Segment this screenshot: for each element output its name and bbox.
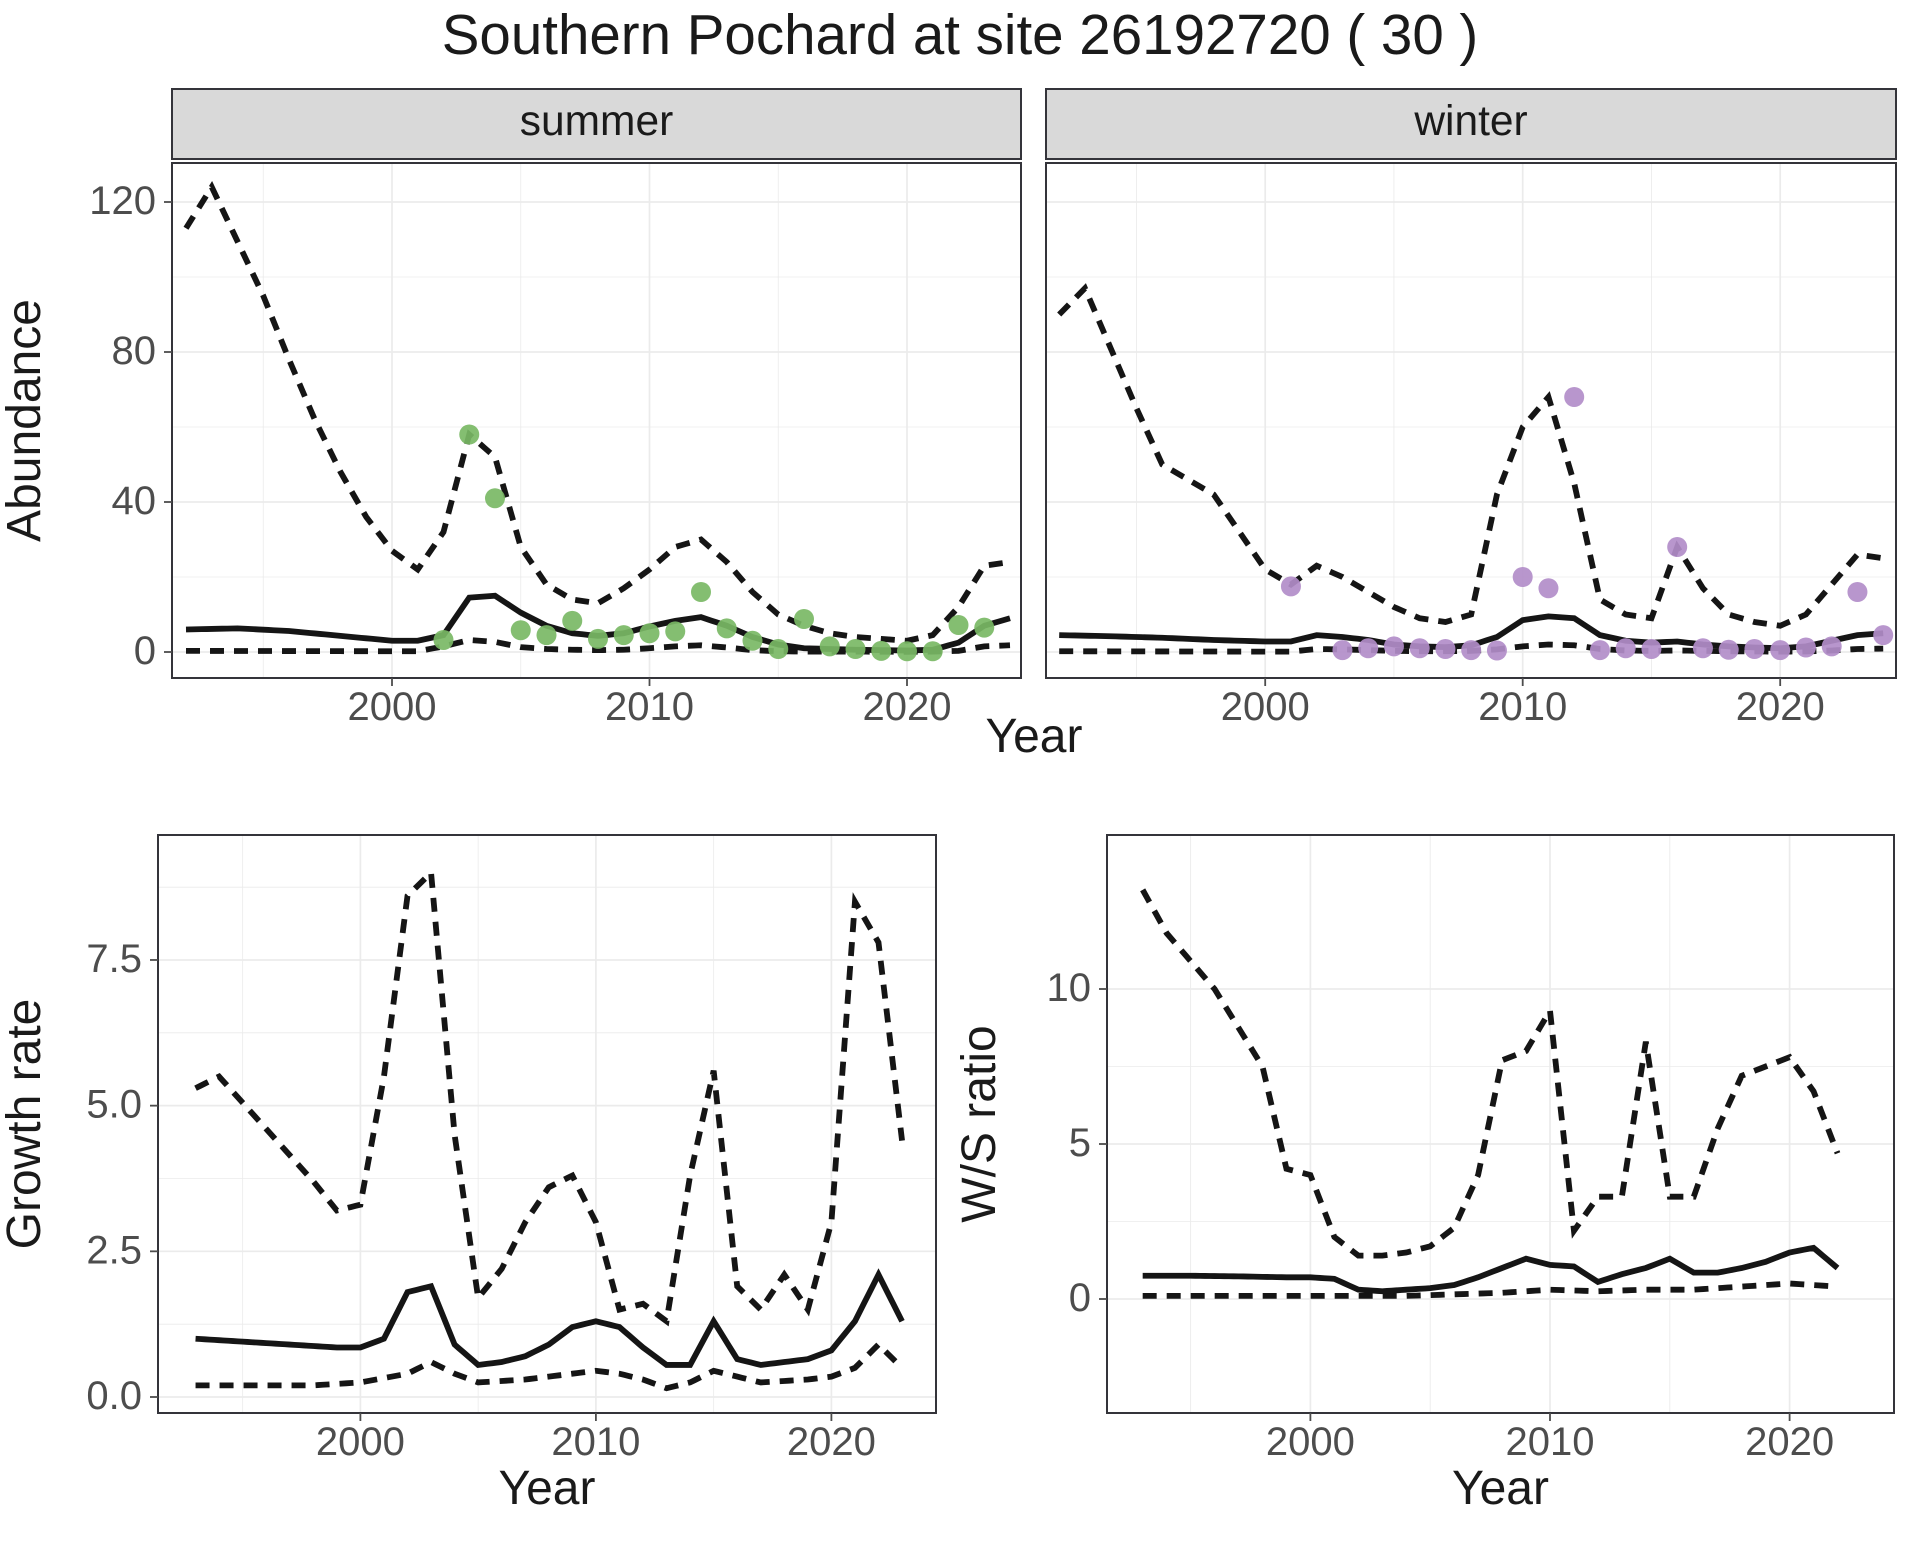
- svg-text:2020: 2020: [1736, 685, 1825, 729]
- svg-text:2020: 2020: [863, 685, 952, 729]
- svg-text:7.5: 7.5: [86, 937, 142, 981]
- svg-text:80: 80: [112, 329, 157, 373]
- svg-text:2000: 2000: [1221, 685, 1310, 729]
- svg-text:2000: 2000: [316, 1420, 405, 1464]
- svg-text:2010: 2010: [551, 1420, 640, 1464]
- svg-text:10: 10: [1047, 966, 1092, 1010]
- svg-text:W/S ratio: W/S ratio: [953, 1025, 1006, 1222]
- svg-text:2000: 2000: [348, 685, 437, 729]
- svg-text:Abundance: Abundance: [0, 299, 51, 542]
- svg-text:2010: 2010: [605, 685, 694, 729]
- svg-text:2.5: 2.5: [86, 1228, 142, 1272]
- svg-text:2010: 2010: [1506, 1420, 1595, 1464]
- svg-text:winter: winter: [1413, 98, 1527, 145]
- svg-text:0: 0: [1069, 1276, 1091, 1320]
- svg-text:5: 5: [1069, 1121, 1091, 1165]
- svg-text:Year: Year: [1452, 1462, 1549, 1515]
- svg-text:0.0: 0.0: [86, 1374, 142, 1418]
- svg-text:2010: 2010: [1478, 685, 1567, 729]
- svg-text:2020: 2020: [787, 1420, 876, 1464]
- svg-text:Year: Year: [499, 1462, 596, 1515]
- svg-text:Year: Year: [986, 710, 1083, 763]
- svg-text:2020: 2020: [1745, 1420, 1834, 1464]
- svg-text:40: 40: [112, 479, 157, 523]
- svg-text:Growth rate: Growth rate: [0, 999, 51, 1250]
- svg-text:summer: summer: [520, 98, 673, 145]
- svg-text:0: 0: [134, 629, 156, 673]
- svg-text:120: 120: [89, 179, 156, 223]
- svg-text:2000: 2000: [1266, 1420, 1355, 1464]
- svg-text:5.0: 5.0: [86, 1083, 142, 1127]
